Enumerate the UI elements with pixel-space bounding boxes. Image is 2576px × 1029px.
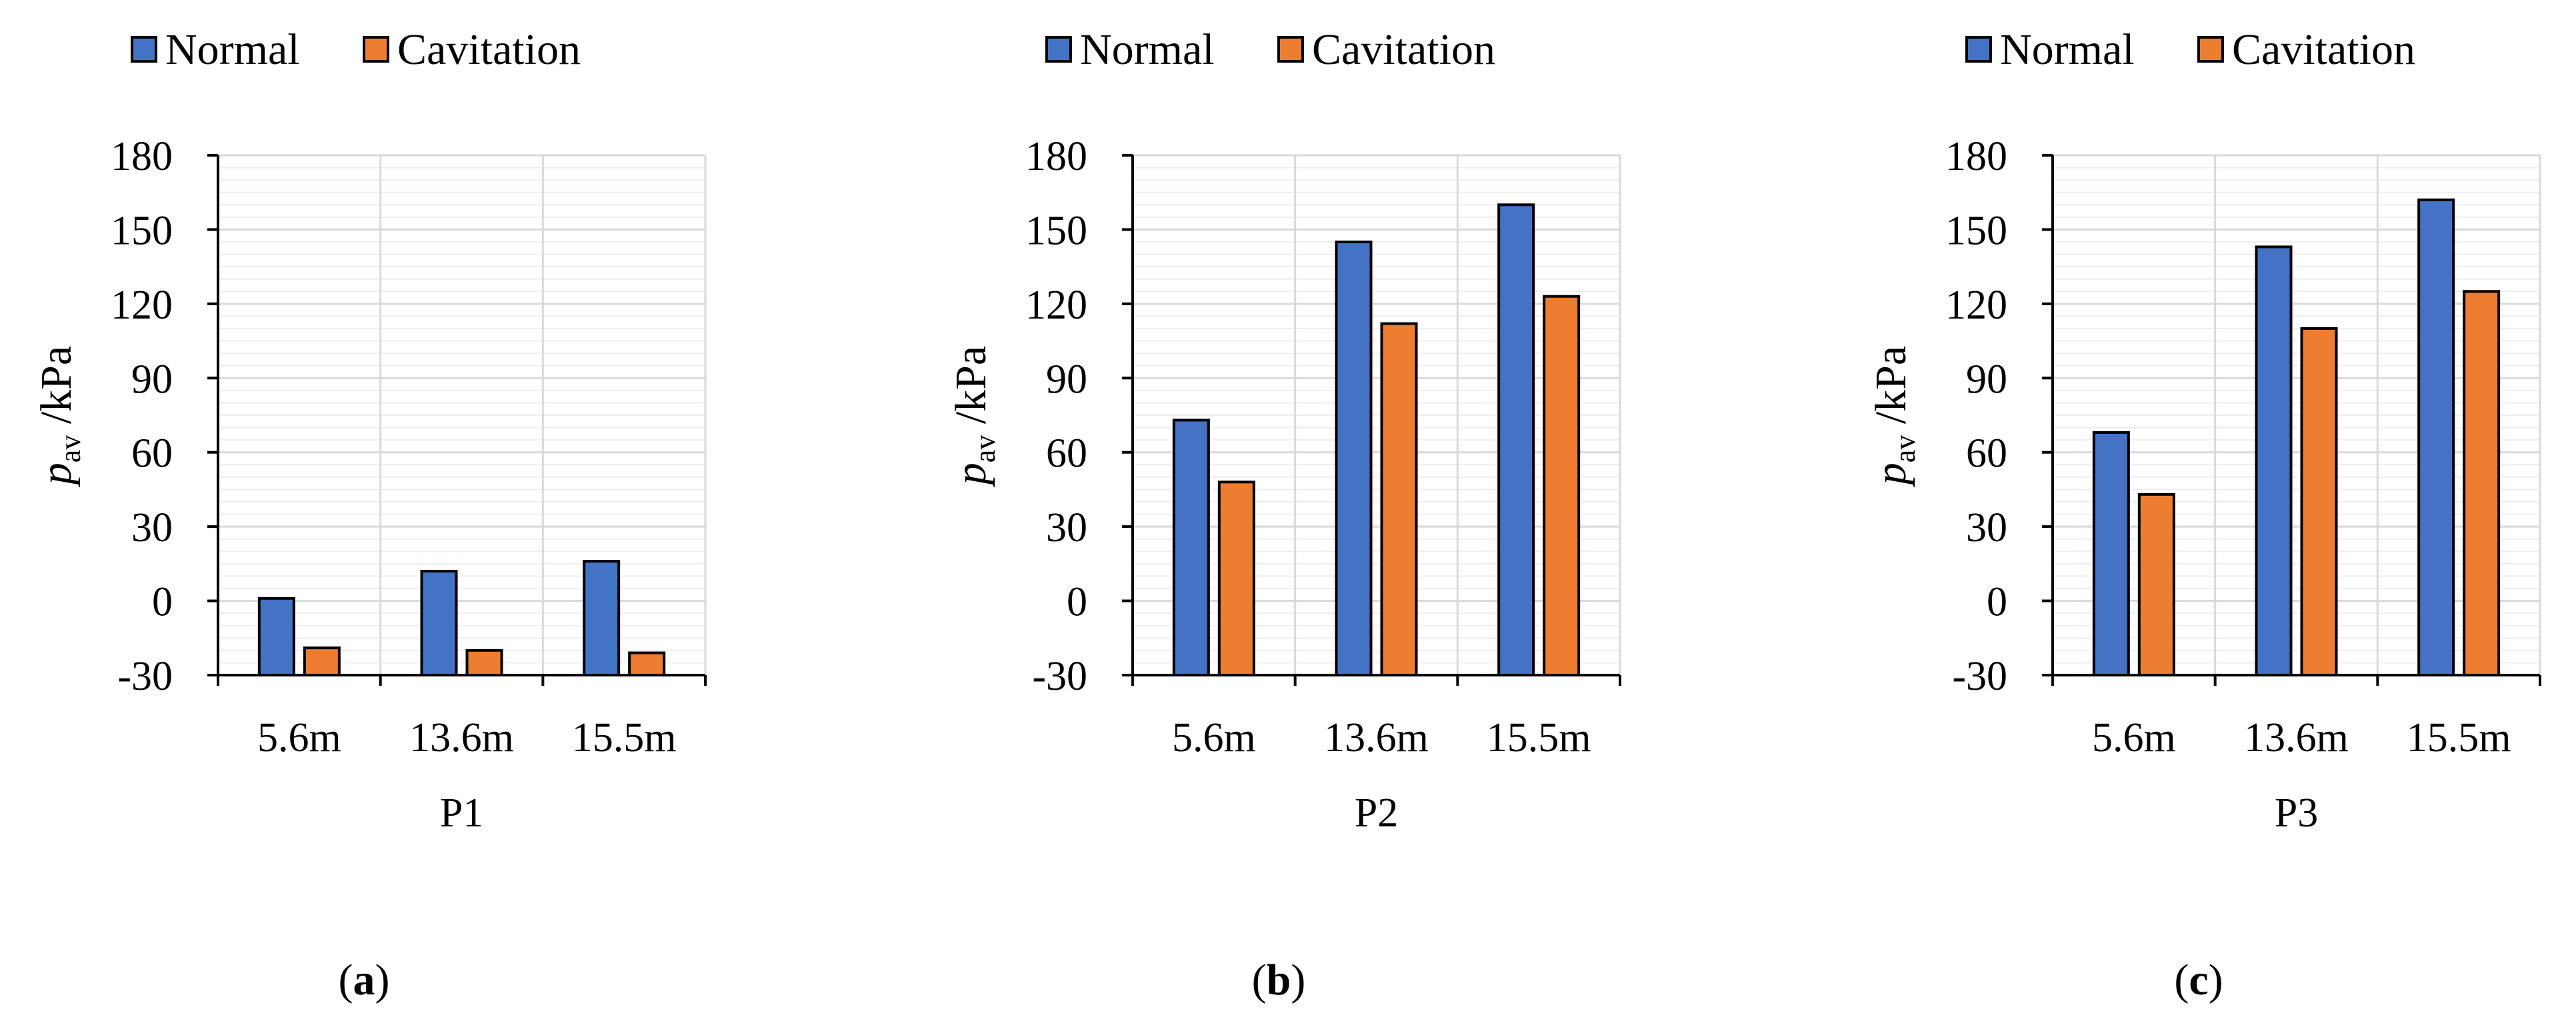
panel-label-open: ( (339, 956, 353, 1004)
bar-normal-15-5m (1497, 203, 1535, 676)
y-tick-label: 180 (111, 134, 173, 179)
bar-cavitation-15-5m (2463, 290, 2501, 676)
y-tick-label: 0 (1067, 580, 1087, 625)
y-axis-title-unit: /kPa (1867, 346, 1915, 435)
bar-normal-5-6m (1172, 419, 1210, 677)
bar-cavitation-5-6m (1217, 481, 1255, 676)
y-axis-title: pav /kPa (947, 346, 1001, 487)
y-axis-title: pav /kPa (32, 346, 87, 487)
y-tick-label: -30 (1952, 654, 2007, 699)
x-axis-title: P3 (2275, 790, 2318, 836)
y-axis-title-subscript: av (54, 435, 87, 463)
legend-label-normal: Normal (1080, 25, 1215, 74)
bar-normal-13-6m (2255, 245, 2293, 676)
y-tick-label: 60 (131, 431, 173, 477)
y-tick-label: 0 (1987, 580, 2007, 625)
chart-panel-b: -30 0 30 60 90 120 150 180 5.6m 13.6m 15.5m P2 pav /… (947, 25, 1621, 1004)
x-tick-label: 13.6m (1324, 715, 1429, 760)
legend-swatch-cavitation (1277, 36, 1304, 63)
panel-label-letter: a (353, 956, 375, 1004)
x-tick-label: 5.6m (2092, 715, 2176, 760)
legend-swatch-normal (131, 36, 157, 63)
x-tick-label: 15.5m (2407, 715, 2511, 760)
bar-cavitation-13-6m (2300, 327, 2338, 676)
panel-label-letter: b (1267, 956, 1291, 1004)
x-tick-label: 5.6m (257, 715, 341, 760)
y-axis-title-symbol: p (947, 463, 995, 487)
x-axis-title: P2 (1355, 790, 1398, 836)
y-tick-label: -30 (117, 654, 173, 699)
chart-panel-a: -30 0 30 60 90 120 150 180 5.6m 13.6m 15.5m P1 pav /… (32, 25, 707, 1004)
y-axis-title-symbol: p (32, 463, 81, 487)
y-tick-label: 60 (1046, 431, 1087, 477)
panel-label-open: ( (2174, 956, 2189, 1004)
bar-normal-5-6m (2092, 431, 2130, 676)
legend-label-normal: Normal (165, 25, 300, 74)
bar-cavitation-15-5m (628, 651, 666, 676)
bar-normal-15-5m (2417, 198, 2455, 677)
y-tick-label: 150 (1025, 208, 1087, 253)
bar-cavitation-13-6m (465, 648, 503, 676)
y-tick-label: 90 (1966, 357, 2007, 402)
y-tick-label: 0 (152, 580, 173, 625)
panel-label: (c) (2174, 956, 2223, 1004)
legend-swatch-cavitation (2197, 36, 2224, 63)
panel-label-open: ( (1252, 956, 1267, 1004)
y-tick-label: 60 (1966, 431, 2007, 477)
y-axis-title-symbol: p (1867, 463, 1915, 487)
y-tick-label: 30 (1046, 505, 1087, 550)
bar-normal-13-6m (420, 570, 458, 676)
bar-normal-15-5m (583, 560, 621, 677)
y-tick-label: 120 (1025, 283, 1087, 328)
y-tick-label: 30 (131, 505, 173, 550)
legend-swatch-cavitation (363, 36, 389, 63)
y-tick-label: 150 (1945, 208, 2007, 253)
y-tick-label: 180 (1945, 134, 2007, 179)
y-axis-title-unit: /kPa (32, 346, 81, 435)
legend-label-cavitation: Cavitation (2232, 25, 2415, 74)
y-tick-label: -30 (1032, 654, 1087, 699)
y-tick-label: 120 (111, 283, 173, 328)
x-tick-label: 15.5m (1487, 715, 1591, 760)
y-tick-label: 90 (131, 357, 173, 402)
panel-label: (b) (1252, 956, 1306, 1004)
legend-label-cavitation: Cavitation (1312, 25, 1495, 74)
y-tick-label: 90 (1046, 357, 1087, 402)
bar-normal-5-6m (257, 596, 295, 676)
x-axis-title: P1 (440, 790, 483, 836)
panel-label-close: ) (1291, 956, 1305, 1004)
bar-cavitation-5-6m (303, 646, 341, 677)
legend-label-cavitation: Cavitation (397, 25, 581, 74)
y-axis-title-unit: /kPa (947, 346, 995, 435)
panel-label-close: ) (2209, 956, 2223, 1004)
x-tick-label: 13.6m (2244, 715, 2349, 760)
bar-normal-13-6m (1335, 241, 1373, 676)
y-tick-label: 180 (1025, 134, 1087, 179)
legend-swatch-normal (1045, 36, 1072, 63)
x-tick-label: 15.5m (572, 715, 677, 760)
legend-swatch-normal (1965, 36, 1992, 63)
panel-label-letter: c (2189, 956, 2208, 1004)
panel-label-close: ) (375, 956, 390, 1004)
bar-cavitation-13-6m (1380, 322, 1418, 677)
bar-cavitation-5-6m (2137, 493, 2175, 676)
chart-panel-c: -30 0 30 60 90 120 150 180 5.6m 13.6m 15.5m P3 pav /… (1867, 25, 2541, 1004)
bar-cavitation-15-5m (1543, 295, 1581, 676)
panel-label: (a) (339, 956, 390, 1004)
y-axis-title-subscript: av (969, 435, 1001, 463)
y-tick-label: 150 (111, 208, 173, 253)
x-tick-label: 13.6m (409, 715, 514, 760)
legend-label-normal: Normal (2000, 25, 2135, 74)
y-axis-title: pav /kPa (1867, 346, 1921, 487)
x-tick-label: 5.6m (1172, 715, 1256, 760)
y-tick-label: 120 (1945, 283, 2007, 328)
y-tick-label: 30 (1966, 505, 2007, 550)
y-axis-title-subscript: av (1889, 435, 1921, 463)
